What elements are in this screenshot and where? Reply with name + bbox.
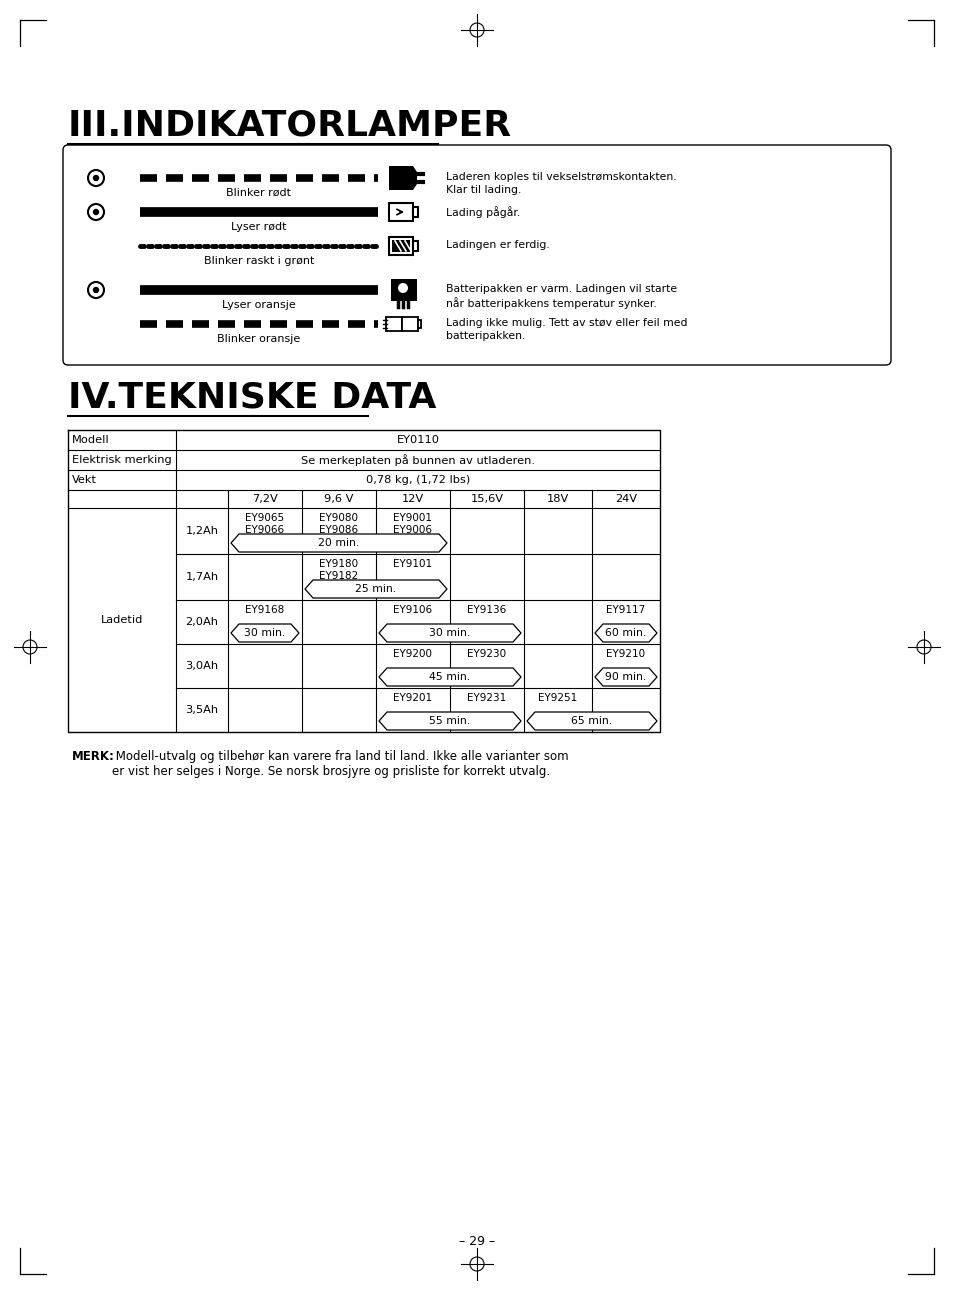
Text: 30 min.: 30 min. <box>429 628 470 638</box>
Text: EY9136: EY9136 <box>467 606 506 615</box>
Text: Blinker raskt i grønt: Blinker raskt i grønt <box>204 256 314 267</box>
Polygon shape <box>231 534 447 553</box>
Text: 90 min.: 90 min. <box>605 672 646 682</box>
Polygon shape <box>378 624 520 642</box>
Text: 55 min.: 55 min. <box>429 716 470 726</box>
Text: Laderen koples til vekselstrømskontakten.: Laderen koples til vekselstrømskontakten… <box>446 172 676 182</box>
Text: EY9200: EY9200 <box>393 650 432 659</box>
Circle shape <box>93 176 98 180</box>
Text: 2,0Ah: 2,0Ah <box>185 617 218 628</box>
Text: Lading ikke mulig. Tett av støv eller feil med: Lading ikke mulig. Tett av støv eller fe… <box>446 318 687 327</box>
Text: 65 min.: 65 min. <box>571 716 612 726</box>
Bar <box>386 317 401 331</box>
Text: Ladetid: Ladetid <box>101 615 143 625</box>
Text: EY9001
EY9006: EY9001 EY9006 <box>393 512 432 536</box>
Text: – 29 –: – 29 – <box>458 1234 495 1247</box>
Text: EY9106: EY9106 <box>393 606 432 615</box>
Text: EY9231: EY9231 <box>467 694 506 703</box>
Text: EY9117: EY9117 <box>606 606 645 615</box>
Text: EY9080
EY9086: EY9080 EY9086 <box>319 512 358 536</box>
Text: 15,6V: 15,6V <box>470 494 503 503</box>
Polygon shape <box>305 580 447 598</box>
Circle shape <box>93 287 98 292</box>
Text: 12V: 12V <box>401 494 424 503</box>
Text: Elektrisk merking: Elektrisk merking <box>71 455 172 465</box>
Polygon shape <box>378 712 520 730</box>
Text: 24V: 24V <box>615 494 637 503</box>
Text: 45 min.: 45 min. <box>429 672 470 682</box>
Text: EY9101: EY9101 <box>393 559 432 569</box>
Text: Lading pågår.: Lading pågår. <box>446 206 519 217</box>
Text: Modell-utvalg og tilbehør kan varere fra land til land. Ikke alle varianter som: Modell-utvalg og tilbehør kan varere fra… <box>112 751 568 763</box>
Bar <box>417 320 420 327</box>
Bar <box>392 239 410 252</box>
Polygon shape <box>526 712 657 730</box>
Text: batteripakken.: batteripakken. <box>446 331 525 342</box>
Polygon shape <box>595 668 657 686</box>
Text: Blinker oransje: Blinker oransje <box>217 334 300 344</box>
Text: Batteripakken er varm. Ladingen vil starte: Batteripakken er varm. Ladingen vil star… <box>446 283 677 294</box>
Bar <box>389 237 413 255</box>
Text: EY9230: EY9230 <box>467 650 506 659</box>
Text: EY9065
EY9066: EY9065 EY9066 <box>245 512 284 536</box>
Text: Klar til lading.: Klar til lading. <box>446 185 521 195</box>
Text: 0,78 kg, (1,72 lbs): 0,78 kg, (1,72 lbs) <box>366 475 470 485</box>
Bar <box>401 320 405 327</box>
Text: IV.TEKNISKE DATA: IV.TEKNISKE DATA <box>68 380 436 414</box>
Bar <box>413 207 417 217</box>
Text: EY9180
EY9182: EY9180 EY9182 <box>319 559 358 581</box>
Text: EY0110: EY0110 <box>396 435 439 445</box>
Text: EY9201: EY9201 <box>393 694 432 703</box>
Text: 1,2Ah: 1,2Ah <box>185 525 218 536</box>
Text: EY9251: EY9251 <box>537 694 577 703</box>
Text: 30 min.: 30 min. <box>244 628 285 638</box>
FancyBboxPatch shape <box>63 145 890 365</box>
Text: er vist her selges i Norge. Se norsk brosjyre og prisliste for korrekt utvalg.: er vist her selges i Norge. Se norsk bro… <box>112 765 550 778</box>
Text: Lyser oransje: Lyser oransje <box>222 300 295 311</box>
Text: Modell: Modell <box>71 435 110 445</box>
Text: 1,7Ah: 1,7Ah <box>185 572 218 582</box>
Text: når batteripakkens temperatur synker.: når batteripakkens temperatur synker. <box>446 298 656 309</box>
Bar <box>413 241 417 251</box>
Circle shape <box>93 210 98 215</box>
Polygon shape <box>231 624 298 642</box>
Text: MERK:: MERK: <box>71 751 114 763</box>
Bar <box>391 280 416 302</box>
Polygon shape <box>595 624 657 642</box>
Text: EY9210: EY9210 <box>606 650 645 659</box>
Text: EY9168: EY9168 <box>245 606 284 615</box>
Bar <box>389 203 413 221</box>
Text: III.INDIKATORLAMPER: III.INDIKATORLAMPER <box>68 107 512 142</box>
Circle shape <box>397 283 408 292</box>
Text: Ladingen er ferdig.: Ladingen er ferdig. <box>446 239 549 250</box>
Text: 9,6 V: 9,6 V <box>324 494 354 503</box>
Polygon shape <box>389 166 416 190</box>
Text: 25 min.: 25 min. <box>355 584 396 594</box>
Text: Lyser rødt: Lyser rødt <box>231 223 287 232</box>
Polygon shape <box>378 668 520 686</box>
Text: 18V: 18V <box>546 494 569 503</box>
Bar <box>401 317 417 331</box>
Text: Blinker rødt: Blinker rødt <box>226 188 292 198</box>
Text: 7,2V: 7,2V <box>252 494 277 503</box>
Text: Vekt: Vekt <box>71 475 97 485</box>
Text: Se merkeplaten på bunnen av utladeren.: Se merkeplaten på bunnen av utladeren. <box>301 454 535 466</box>
Text: 3,0Ah: 3,0Ah <box>185 661 218 672</box>
Text: 60 min.: 60 min. <box>605 628 646 638</box>
Text: 3,5Ah: 3,5Ah <box>185 705 218 716</box>
Text: 20 min.: 20 min. <box>318 538 359 547</box>
